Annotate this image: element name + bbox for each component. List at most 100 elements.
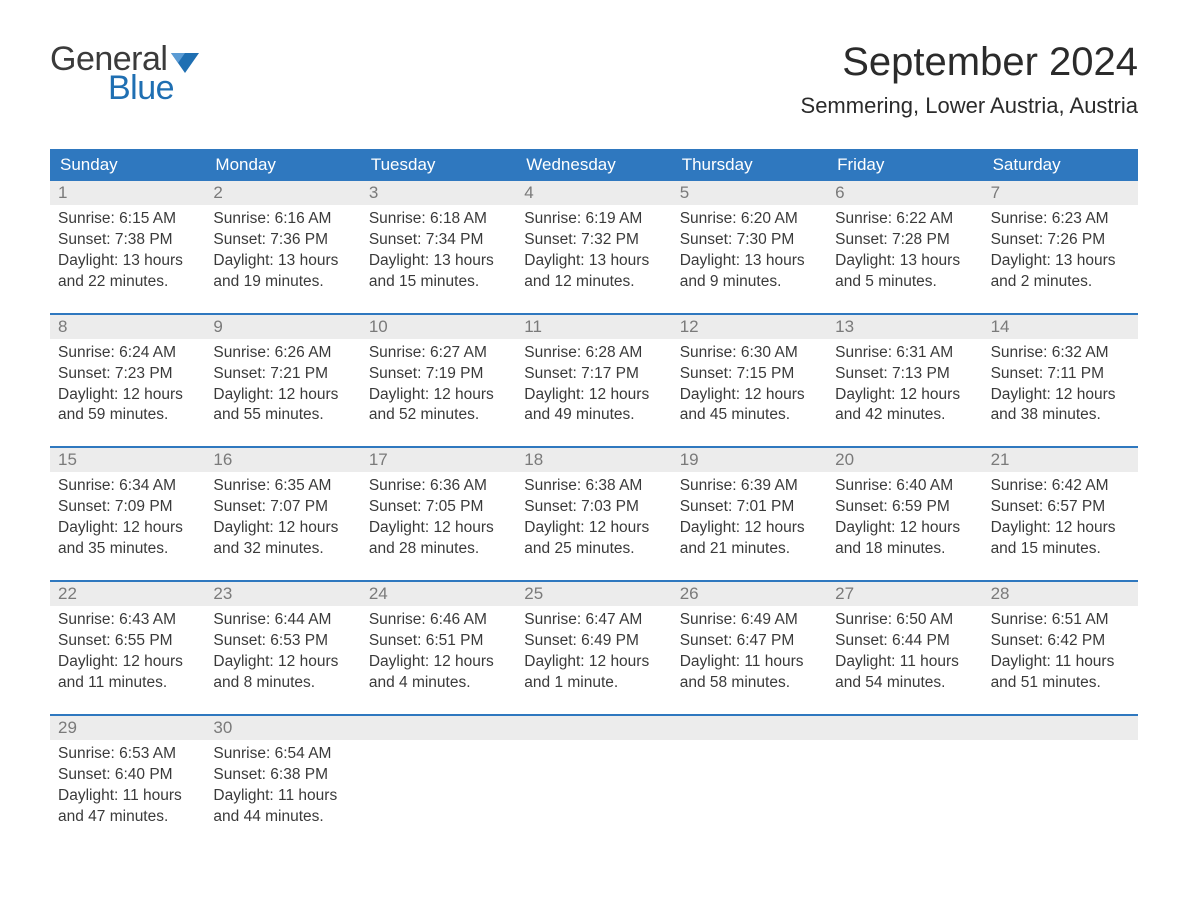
sunrise-line: Sunrise: 6:18 AM	[369, 209, 508, 230]
sunset-line: Sunset: 6:38 PM	[213, 765, 352, 786]
sunset-line: Sunset: 7:07 PM	[213, 497, 352, 518]
sunset-line: Sunset: 7:19 PM	[369, 364, 508, 385]
daylight-line: Daylight: 12 hours and 1 minute.	[524, 652, 663, 694]
day-content: Sunrise: 6:35 AMSunset: 7:07 PMDaylight:…	[205, 472, 360, 560]
day-number: 23	[205, 582, 360, 606]
sunrise-line: Sunrise: 6:43 AM	[58, 610, 197, 631]
day-number: 5	[672, 181, 827, 205]
sunrise-line: Sunrise: 6:47 AM	[524, 610, 663, 631]
weekday-header-cell: Monday	[205, 149, 360, 181]
sunset-line: Sunset: 7:11 PM	[991, 364, 1130, 385]
calendar-day-cell	[516, 716, 671, 830]
calendar-day-cell: 12Sunrise: 6:30 AMSunset: 7:15 PMDayligh…	[672, 315, 827, 429]
calendar-day-cell	[361, 716, 516, 830]
sunset-line: Sunset: 6:51 PM	[369, 631, 508, 652]
calendar-day-cell: 13Sunrise: 6:31 AMSunset: 7:13 PMDayligh…	[827, 315, 982, 429]
sunset-line: Sunset: 7:01 PM	[680, 497, 819, 518]
sunset-line: Sunset: 7:26 PM	[991, 230, 1130, 251]
sunrise-line: Sunrise: 6:23 AM	[991, 209, 1130, 230]
sunrise-line: Sunrise: 6:54 AM	[213, 744, 352, 765]
day-number: 8	[50, 315, 205, 339]
calendar-day-cell: 28Sunrise: 6:51 AMSunset: 6:42 PMDayligh…	[983, 582, 1138, 696]
day-number: 27	[827, 582, 982, 606]
day-content: Sunrise: 6:18 AMSunset: 7:34 PMDaylight:…	[361, 205, 516, 293]
day-number: 29	[50, 716, 205, 740]
daylight-line: Daylight: 11 hours and 44 minutes.	[213, 786, 352, 828]
weekday-header-row: SundayMondayTuesdayWednesdayThursdayFrid…	[50, 149, 1138, 181]
daylight-line: Daylight: 12 hours and 4 minutes.	[369, 652, 508, 694]
calendar-day-cell	[672, 716, 827, 830]
day-number: 12	[672, 315, 827, 339]
sunrise-line: Sunrise: 6:39 AM	[680, 476, 819, 497]
sunset-line: Sunset: 7:15 PM	[680, 364, 819, 385]
day-number: 6	[827, 181, 982, 205]
daylight-line: Daylight: 12 hours and 18 minutes.	[835, 518, 974, 560]
calendar-day-cell: 19Sunrise: 6:39 AMSunset: 7:01 PMDayligh…	[672, 448, 827, 562]
calendar-week-row: 29Sunrise: 6:53 AMSunset: 6:40 PMDayligh…	[50, 714, 1138, 830]
day-content: Sunrise: 6:34 AMSunset: 7:09 PMDaylight:…	[50, 472, 205, 560]
calendar-day-cell: 25Sunrise: 6:47 AMSunset: 6:49 PMDayligh…	[516, 582, 671, 696]
calendar-day-cell: 4Sunrise: 6:19 AMSunset: 7:32 PMDaylight…	[516, 181, 671, 295]
day-content: Sunrise: 6:30 AMSunset: 7:15 PMDaylight:…	[672, 339, 827, 427]
day-content: Sunrise: 6:49 AMSunset: 6:47 PMDaylight:…	[672, 606, 827, 694]
sunset-line: Sunset: 6:55 PM	[58, 631, 197, 652]
sunset-line: Sunset: 7:05 PM	[369, 497, 508, 518]
calendar-day-cell: 6Sunrise: 6:22 AMSunset: 7:28 PMDaylight…	[827, 181, 982, 295]
sunrise-line: Sunrise: 6:27 AM	[369, 343, 508, 364]
calendar-day-cell	[983, 716, 1138, 830]
day-number: 28	[983, 582, 1138, 606]
sunset-line: Sunset: 6:40 PM	[58, 765, 197, 786]
day-content: Sunrise: 6:31 AMSunset: 7:13 PMDaylight:…	[827, 339, 982, 427]
day-content: Sunrise: 6:22 AMSunset: 7:28 PMDaylight:…	[827, 205, 982, 293]
calendar-day-cell: 21Sunrise: 6:42 AMSunset: 6:57 PMDayligh…	[983, 448, 1138, 562]
weekday-header-cell: Wednesday	[516, 149, 671, 181]
day-number: 16	[205, 448, 360, 472]
sunrise-line: Sunrise: 6:46 AM	[369, 610, 508, 631]
calendar-day-cell: 2Sunrise: 6:16 AMSunset: 7:36 PMDaylight…	[205, 181, 360, 295]
sunrise-line: Sunrise: 6:34 AM	[58, 476, 197, 497]
sunrise-line: Sunrise: 6:31 AM	[835, 343, 974, 364]
calendar-day-cell: 16Sunrise: 6:35 AMSunset: 7:07 PMDayligh…	[205, 448, 360, 562]
sunset-line: Sunset: 7:03 PM	[524, 497, 663, 518]
sunrise-line: Sunrise: 6:19 AM	[524, 209, 663, 230]
sunset-line: Sunset: 7:38 PM	[58, 230, 197, 251]
sunrise-line: Sunrise: 6:40 AM	[835, 476, 974, 497]
sunset-line: Sunset: 7:32 PM	[524, 230, 663, 251]
daylight-line: Daylight: 12 hours and 49 minutes.	[524, 385, 663, 427]
day-content: Sunrise: 6:40 AMSunset: 6:59 PMDaylight:…	[827, 472, 982, 560]
daylight-line: Daylight: 12 hours and 35 minutes.	[58, 518, 197, 560]
daylight-line: Daylight: 11 hours and 58 minutes.	[680, 652, 819, 694]
day-number: 13	[827, 315, 982, 339]
sunset-line: Sunset: 6:42 PM	[991, 631, 1130, 652]
calendar-day-cell: 26Sunrise: 6:49 AMSunset: 6:47 PMDayligh…	[672, 582, 827, 696]
day-number: 4	[516, 181, 671, 205]
weekday-header-cell: Sunday	[50, 149, 205, 181]
calendar-day-cell: 10Sunrise: 6:27 AMSunset: 7:19 PMDayligh…	[361, 315, 516, 429]
day-content: Sunrise: 6:32 AMSunset: 7:11 PMDaylight:…	[983, 339, 1138, 427]
daylight-line: Daylight: 12 hours and 59 minutes.	[58, 385, 197, 427]
day-content: Sunrise: 6:28 AMSunset: 7:17 PMDaylight:…	[516, 339, 671, 427]
sunset-line: Sunset: 6:47 PM	[680, 631, 819, 652]
day-content: Sunrise: 6:54 AMSunset: 6:38 PMDaylight:…	[205, 740, 360, 828]
day-content: Sunrise: 6:51 AMSunset: 6:42 PMDaylight:…	[983, 606, 1138, 694]
sunset-line: Sunset: 7:34 PM	[369, 230, 508, 251]
sunset-line: Sunset: 7:30 PM	[680, 230, 819, 251]
brand-word2: Blue	[108, 69, 174, 108]
day-number: 25	[516, 582, 671, 606]
sunrise-line: Sunrise: 6:30 AM	[680, 343, 819, 364]
day-content: Sunrise: 6:44 AMSunset: 6:53 PMDaylight:…	[205, 606, 360, 694]
calendar-day-cell: 17Sunrise: 6:36 AMSunset: 7:05 PMDayligh…	[361, 448, 516, 562]
day-number: 11	[516, 315, 671, 339]
day-number: 26	[672, 582, 827, 606]
brand-logo: General Blue	[50, 40, 199, 108]
weekday-header-cell: Friday	[827, 149, 982, 181]
calendar-week-row: 22Sunrise: 6:43 AMSunset: 6:55 PMDayligh…	[50, 580, 1138, 696]
daylight-line: Daylight: 12 hours and 32 minutes.	[213, 518, 352, 560]
daylight-line: Daylight: 12 hours and 52 minutes.	[369, 385, 508, 427]
day-content: Sunrise: 6:19 AMSunset: 7:32 PMDaylight:…	[516, 205, 671, 293]
daylight-line: Daylight: 12 hours and 45 minutes.	[680, 385, 819, 427]
calendar-day-cell: 27Sunrise: 6:50 AMSunset: 6:44 PMDayligh…	[827, 582, 982, 696]
day-content: Sunrise: 6:27 AMSunset: 7:19 PMDaylight:…	[361, 339, 516, 427]
daylight-line: Daylight: 13 hours and 5 minutes.	[835, 251, 974, 293]
day-content: Sunrise: 6:47 AMSunset: 6:49 PMDaylight:…	[516, 606, 671, 694]
